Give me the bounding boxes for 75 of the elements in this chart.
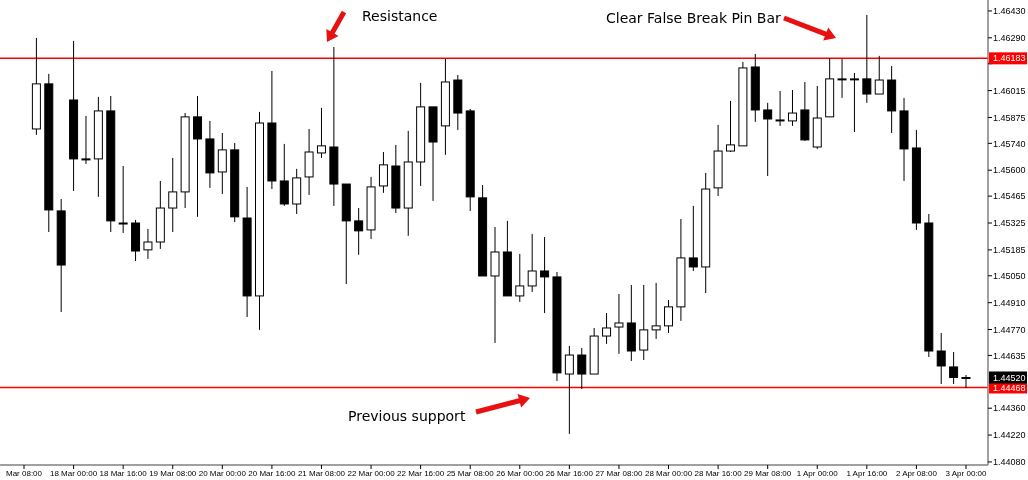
- ref-line-label: 1.46183: [993, 53, 1026, 64]
- candlestick: [143, 228, 153, 260]
- x-tick-label: 18 Mar 16:00: [99, 469, 148, 478]
- x-tick-label: 28 Mar 16:00: [694, 469, 743, 478]
- candlestick: [527, 233, 537, 293]
- x-tick-label: 2 Apr 08:00: [895, 469, 938, 478]
- x-tick-label: 19 Mar 08:00: [149, 469, 197, 478]
- text: 1.44520: [993, 372, 1026, 383]
- y-tick-label: 1.45325: [993, 218, 1026, 229]
- y-tick-label: 1.44080: [993, 457, 1026, 468]
- candlestick: [316, 107, 326, 159]
- x-tick-label: 1 Apr 16:00: [846, 469, 888, 478]
- candlestick: [540, 236, 550, 314]
- candlestick: [354, 207, 364, 256]
- x-tick-label: 26 Mar 16:00: [545, 469, 594, 478]
- x-tick-label: 26 Mar 00:00: [496, 469, 544, 478]
- candlestick: [490, 226, 500, 344]
- x-tick-label: 3 Apr 00:00: [945, 469, 988, 478]
- candlestick: [602, 312, 612, 345]
- candlestick: [639, 284, 649, 361]
- y-tick-label: 1.45465: [993, 191, 1026, 202]
- y-tick-label: 1.46290: [993, 32, 1026, 43]
- x-tick-label: 1 Apr 00:00: [796, 469, 839, 478]
- x-tick-label: 29 Mar 08:00: [744, 469, 792, 478]
- x-tick-label: 21 Mar 08:00: [297, 469, 346, 478]
- y-tick-label: 1.45050: [993, 270, 1026, 281]
- y-tick-label: 1.45600: [993, 165, 1026, 176]
- x-tick-label: 27 Mar 08:00: [595, 469, 644, 478]
- y-tick-label: 1.44910: [993, 297, 1026, 308]
- candlestick: [726, 100, 735, 153]
- candlestick: [949, 351, 959, 385]
- y-tick-label: 1.45875: [993, 112, 1026, 123]
- candlestick: [936, 332, 946, 385]
- candlestick: [849, 72, 859, 133]
- x-tick-label: 18 Mar 00:00: [50, 469, 98, 478]
- x-tick-label: 20 Mar 16:00: [248, 469, 297, 478]
- candlestick: [118, 165, 128, 234]
- annotation: Clear False Break Pin Bar: [606, 10, 781, 26]
- y-tick-label: 1.44220: [993, 430, 1026, 441]
- x-tick-label: 22 Mar 00:00: [347, 469, 396, 478]
- candlestick: [564, 345, 574, 435]
- candlestick: [81, 115, 91, 165]
- annotation: Previous support: [348, 408, 466, 424]
- candlestick: [664, 299, 674, 334]
- candlestick: [763, 102, 773, 177]
- ref-line-label: 1.44468: [993, 382, 1026, 393]
- candlestick: [515, 253, 525, 303]
- x-tick-label: 25 Mar 08:00: [446, 469, 495, 478]
- candlestick: [862, 14, 872, 104]
- candlestick: [775, 90, 785, 127]
- y-tick-label: 1.44360: [993, 403, 1026, 414]
- candlestick: [577, 347, 587, 390]
- x-tick-label: Mar 08:00: [5, 469, 43, 478]
- candlestick: [217, 132, 227, 195]
- candlestick: [168, 157, 178, 233]
- x-tick-label: 22 Mar 16:00: [397, 469, 445, 478]
- x-tick-label: 20 Mar 00:00: [198, 469, 247, 478]
- candlestick: [279, 143, 289, 207]
- candlestick: [614, 293, 624, 355]
- x-tick-label: 28 Mar 00:00: [644, 469, 693, 478]
- y-tick-label: 1.46015: [993, 85, 1026, 96]
- candlestick: [874, 55, 884, 95]
- candlestick: [837, 58, 847, 99]
- candlestick: [378, 151, 388, 194]
- candlestick: [688, 205, 698, 272]
- y-tick-label: 1.44770: [993, 324, 1026, 335]
- candlestick: [193, 95, 203, 218]
- candlestick: [787, 89, 797, 127]
- annotation: Resistance: [362, 8, 438, 24]
- y-tick-label: 1.44635: [993, 350, 1026, 361]
- y-tick-label: 1.46430: [993, 6, 1026, 17]
- y-tick-label: 1.45185: [993, 245, 1026, 256]
- candlestick: [651, 282, 661, 340]
- candlestick: [961, 374, 971, 389]
- y-tick-label: 1.45740: [993, 138, 1026, 149]
